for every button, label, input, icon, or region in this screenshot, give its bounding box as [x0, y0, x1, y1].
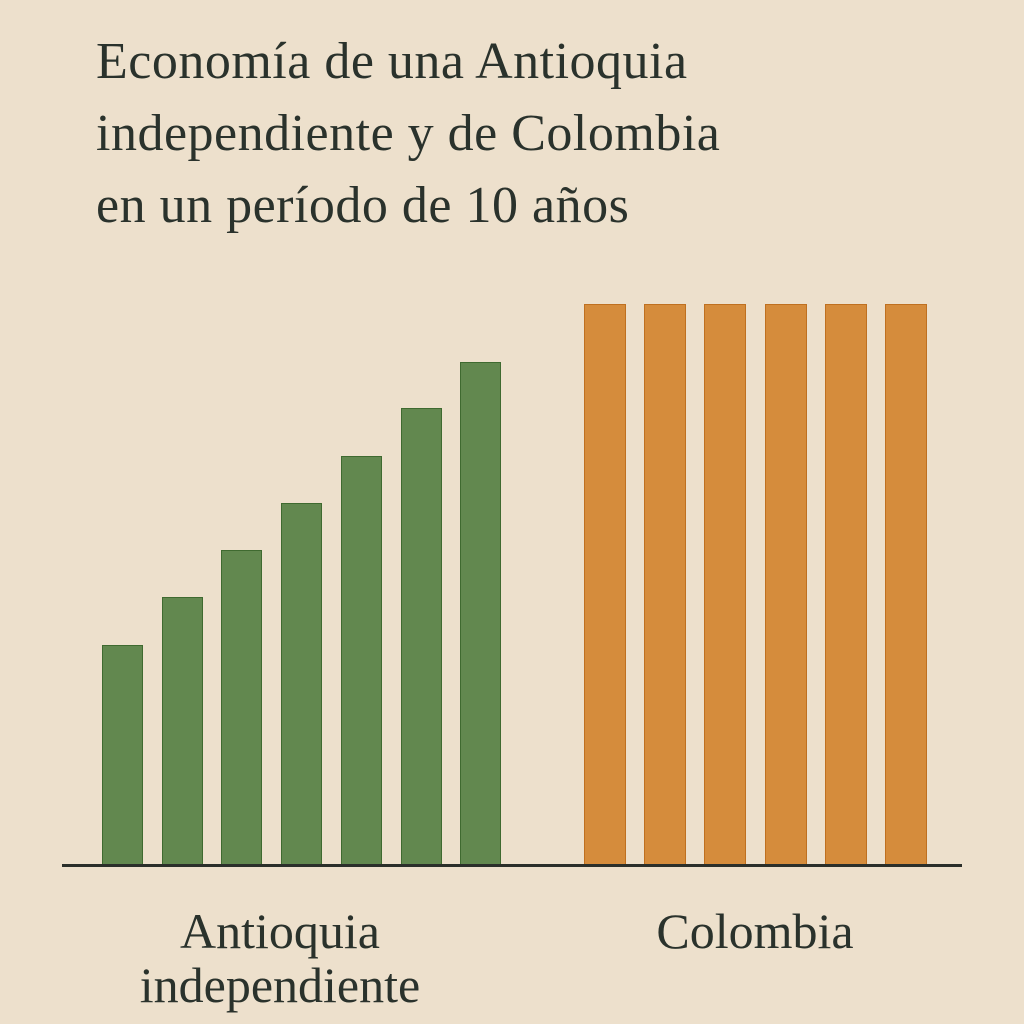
bar-antioquia-5 [340, 456, 382, 865]
category-label-antioquia: Antioquia independiente [90, 904, 470, 1012]
bar-colombia-6 [885, 304, 927, 865]
bar-colombia-2 [644, 304, 687, 865]
bar-antioquia-1 [102, 645, 143, 865]
category-label-colombia: Colombia [560, 904, 950, 958]
bar-colombia-1 [584, 304, 626, 865]
category-label-antioquia-line-1: Antioquia [180, 903, 380, 959]
bar-antioquia-2 [161, 597, 203, 865]
x-axis-line [62, 864, 962, 867]
bar-colombia-3 [704, 304, 747, 865]
bar-antioquia-3 [221, 550, 263, 865]
bar-colombia-5 [824, 304, 867, 865]
title-line-2: independiente y de Colombia [96, 105, 721, 162]
bar-antioquia-6 [400, 408, 442, 865]
title-line-1: Economía de una Antioquia [96, 33, 688, 90]
chart-title: Economía de una Antioquia independiente … [96, 26, 956, 242]
bar-antioquia-4 [281, 503, 323, 865]
category-label-antioquia-line-2: independiente [139, 957, 421, 1013]
bar-colombia-4 [764, 304, 807, 865]
bar-antioquia-7 [460, 362, 502, 865]
category-label-colombia-text: Colombia [656, 903, 854, 959]
title-line-3: en un período de 10 años [96, 177, 630, 234]
